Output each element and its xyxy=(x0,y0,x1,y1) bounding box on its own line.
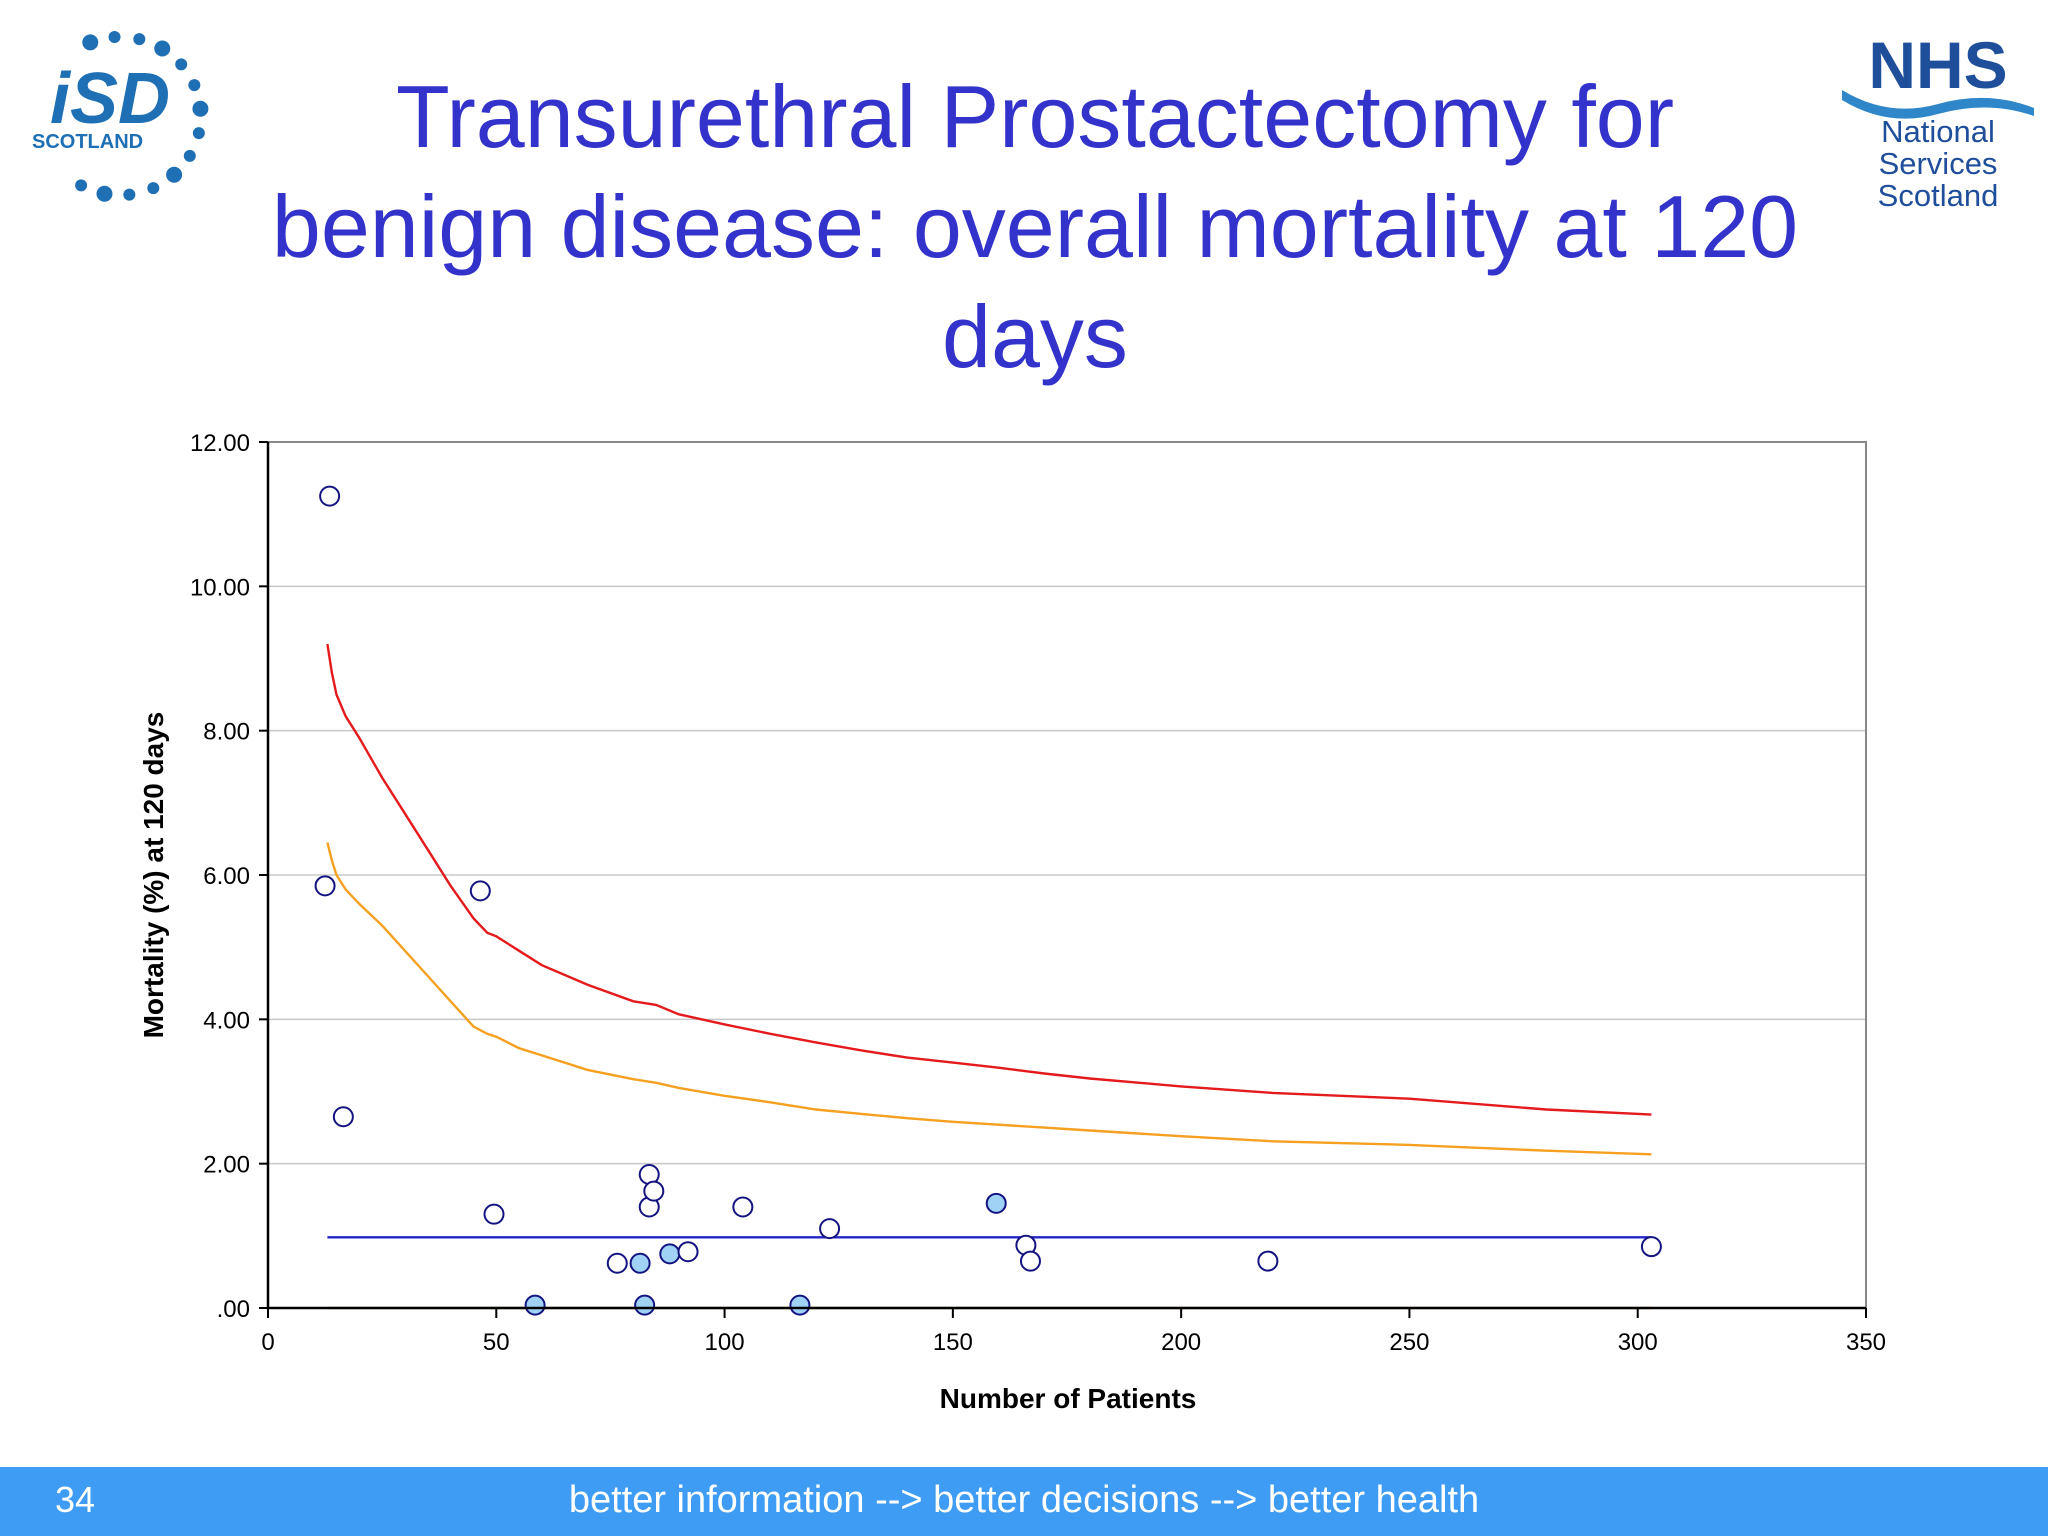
isd-logo-dots xyxy=(75,30,209,202)
data-point xyxy=(985,1192,1007,1214)
y-tick-label: 4.00 xyxy=(203,1007,250,1034)
y-axis-label: Mortality (%) at 120 days xyxy=(138,712,169,1039)
data-point xyxy=(1257,1250,1279,1272)
data-point xyxy=(789,1294,811,1316)
y-tick-label: 6.00 xyxy=(203,863,250,890)
nhs-logo-line3: Scotland xyxy=(1878,178,1999,213)
isd-logo-subtext: SCOTLAND xyxy=(32,131,143,153)
data-point xyxy=(483,1203,505,1225)
isd-logo-dot xyxy=(123,188,136,201)
isd-logo-dot xyxy=(192,100,209,117)
isd-logo-dot xyxy=(96,185,113,202)
nhs-national-services-scotland-logo: NHS National Services Scotland xyxy=(1842,28,2034,213)
x-tick-label: 350 xyxy=(1846,1329,1886,1356)
data-point xyxy=(1640,1236,1662,1258)
chart-gridlines xyxy=(268,585,1866,1165)
y-tick-label: 12.00 xyxy=(190,430,250,457)
data-point xyxy=(634,1294,656,1316)
isd-logo-text: iSD xyxy=(50,59,170,139)
isd-logo-dot xyxy=(154,40,171,57)
upper-limit-line xyxy=(326,643,1652,1116)
x-tick-label: 50 xyxy=(483,1329,510,1356)
footer-bar: 34 better information --> better decisio… xyxy=(0,1467,2048,1536)
isd-logo-dot xyxy=(183,149,196,162)
data-point xyxy=(332,1106,354,1128)
isd-logo-dot xyxy=(108,30,121,43)
y-tick-label: 10.00 xyxy=(190,574,250,601)
isd-logo-dot xyxy=(192,127,205,140)
y-tick-label: .00 xyxy=(217,1296,250,1323)
hospital-data-points xyxy=(314,485,1662,1316)
x-tick-label: 250 xyxy=(1389,1329,1429,1356)
data-point xyxy=(659,1243,681,1265)
data-point xyxy=(643,1180,665,1202)
data-point xyxy=(469,880,491,902)
data-point xyxy=(819,1218,841,1240)
x-tick-label: 200 xyxy=(1161,1329,1201,1356)
isd-scotland-logo: iSD SCOTLAND xyxy=(32,30,209,202)
x-tick-label: 0 xyxy=(261,1329,274,1356)
data-point xyxy=(629,1252,651,1274)
chart-axes: .00 2.00 4.00 6.00 8.00 10.00 12.00 0 50 100 150 20… xyxy=(190,430,1886,1356)
data-point xyxy=(606,1252,628,1274)
nhs-logo-line1: National xyxy=(1881,114,1995,149)
isd-logo-dot xyxy=(75,179,88,192)
slide-number: 34 xyxy=(55,1479,96,1520)
isd-logo-dot xyxy=(166,166,183,183)
funnel-plot-chart: .00 2.00 4.00 6.00 8.00 10.00 12.00 0 50 100 150 20… xyxy=(138,430,1886,1414)
nhs-logo-line2: Services xyxy=(1879,146,1998,181)
data-point xyxy=(1019,1250,1041,1272)
x-tick-label: 150 xyxy=(933,1329,973,1356)
nhs-logo-wave xyxy=(1842,90,2034,119)
footer-tagline: better information --> better decisions … xyxy=(568,1479,1480,1521)
data-point xyxy=(319,485,341,507)
x-tick-label: 100 xyxy=(705,1329,745,1356)
data-point xyxy=(732,1196,754,1218)
isd-logo-dot xyxy=(147,182,160,195)
isd-logo-dot xyxy=(175,58,188,71)
y-tick-label: 2.00 xyxy=(203,1152,250,1179)
data-point xyxy=(314,875,336,897)
data-point xyxy=(524,1294,546,1316)
data-point xyxy=(677,1241,699,1263)
y-tick-label: 8.00 xyxy=(203,719,250,746)
warning-limit-line xyxy=(326,842,1652,1156)
isd-logo-dot xyxy=(133,33,146,46)
isd-logo-dot xyxy=(82,34,99,51)
slide-title: Transurethral Prostactectomy for benign … xyxy=(271,67,1799,386)
x-tick-label: 300 xyxy=(1618,1329,1658,1356)
nhs-logo-text: NHS xyxy=(1868,28,2007,102)
x-axis-label: Number of Patients xyxy=(940,1383,1197,1414)
isd-logo-dot xyxy=(188,79,201,92)
